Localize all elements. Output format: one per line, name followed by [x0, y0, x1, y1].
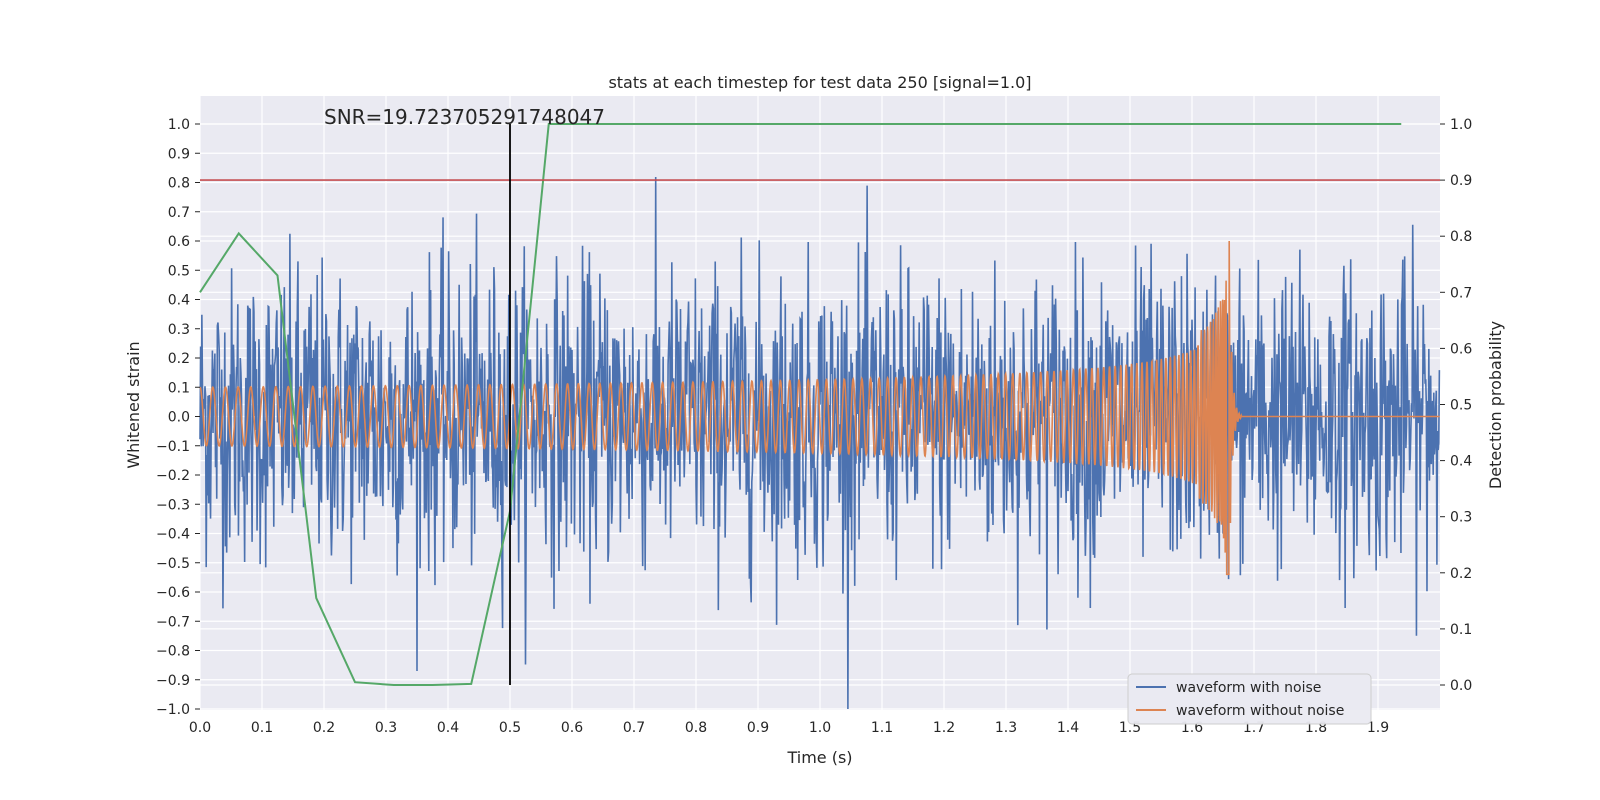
- y-tick-label: 0.0: [168, 410, 190, 426]
- y2-axis-label: Detection probability: [1486, 321, 1505, 489]
- x-tick-label: 0.2: [313, 720, 335, 736]
- y-axis-ticks: 1.0 0.9 0.8 0.7 0.6 0.5 0.4 0.3 0.2 0.1 0.0 −0.1 −0.…: [156, 117, 200, 718]
- y-axis-label: Whitened strain: [124, 341, 143, 468]
- y-tick-label: 0.5: [168, 263, 190, 279]
- legend-box: [1127, 673, 1372, 725]
- y-tick-label: 0.9: [168, 146, 190, 162]
- series-line: [199, 123, 1402, 686]
- snr-annotation: SNR=19.723705291748047: [324, 105, 605, 129]
- y-tick-label: −0.7: [156, 614, 190, 630]
- x-tick-label: 1.3: [995, 720, 1017, 736]
- y2-tick-label: 0.2: [1450, 566, 1472, 582]
- y2-axis-ticks: 1.0 0.9 0.8 0.7 0.6 0.5 0.4 0.3 0.2 0.1 0.0: [1440, 117, 1472, 694]
- y2-tick-label: 1.0: [1450, 117, 1472, 133]
- y2-tick-label: 0.3: [1450, 510, 1472, 526]
- x-tick-label: 1.9: [1367, 720, 1389, 736]
- x-tick-label: 0.4: [437, 720, 459, 736]
- y-tick-label: −1.0: [156, 702, 190, 718]
- x-tick-label: 0.7: [623, 720, 645, 736]
- x-tick-label: 1.4: [1057, 720, 1079, 736]
- y-tick-label: −0.8: [156, 644, 190, 660]
- y-tick-label: 0.3: [168, 322, 190, 338]
- y-tick-label: −0.6: [156, 585, 190, 601]
- x-tick-label: 0.0: [189, 720, 211, 736]
- y-tick-label: −0.2: [156, 468, 190, 484]
- y2-tick-label: 0.5: [1450, 398, 1472, 414]
- x-tick-label: 0.5: [499, 720, 521, 736]
- y2-tick-label: 0.6: [1450, 341, 1472, 357]
- y-tick-label: 0.8: [168, 176, 190, 192]
- y2-tick-label: 0.8: [1450, 229, 1472, 245]
- y-tick-label: 1.0: [168, 117, 190, 133]
- series-line: [199, 240, 1440, 576]
- x-axis-label: Time (s): [786, 748, 852, 767]
- x-tick-label: 0.3: [375, 720, 397, 736]
- x-tick-label: 1.1: [871, 720, 893, 736]
- y-tick-label: 0.6: [168, 234, 190, 250]
- chart-title: stats at each timestep for test data 250…: [608, 73, 1031, 92]
- y2-tick-label: 0.4: [1450, 454, 1472, 470]
- y2-tick-label: 0.0: [1450, 678, 1472, 694]
- y-tick-label: −0.1: [156, 439, 190, 455]
- x-tick-label: 0.6: [561, 720, 583, 736]
- legend-label: waveform without noise: [1176, 703, 1344, 719]
- y-tick-label: −0.5: [156, 556, 190, 572]
- y-tick-label: 0.2: [168, 351, 190, 367]
- x-tick-label: 0.8: [685, 720, 707, 736]
- x-tick-label: 1.0: [809, 720, 831, 736]
- y-tick-label: −0.3: [156, 497, 190, 513]
- y2-tick-label: 0.7: [1450, 285, 1472, 301]
- y-tick-label: 0.1: [168, 380, 190, 396]
- x-tick-label: 0.1: [251, 720, 273, 736]
- x-tick-label: 0.9: [747, 720, 769, 736]
- y2-tick-label: 0.1: [1450, 622, 1472, 638]
- x-tick-label: 1.2: [933, 720, 955, 736]
- legend: waveform with noise waveform without nois…: [1127, 673, 1372, 725]
- y-tick-label: 0.4: [168, 293, 190, 309]
- y-tick-label: −0.4: [156, 527, 190, 543]
- plot-series-layer: [199, 123, 1441, 710]
- legend-label: waveform with noise: [1176, 680, 1321, 696]
- y-tick-label: 0.7: [168, 205, 190, 221]
- y2-tick-label: 0.9: [1450, 173, 1472, 189]
- y-tick-label: −0.9: [156, 673, 190, 689]
